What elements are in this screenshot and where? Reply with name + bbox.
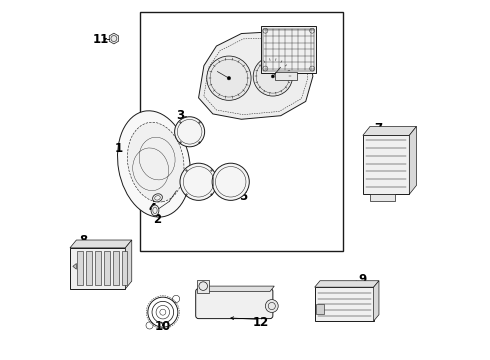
Bar xyxy=(197,280,209,293)
Bar xyxy=(261,26,317,73)
Bar xyxy=(77,251,83,285)
Bar xyxy=(70,248,125,289)
Bar xyxy=(317,304,324,314)
Polygon shape xyxy=(109,33,119,44)
Text: 1: 1 xyxy=(115,142,123,155)
Text: 3: 3 xyxy=(185,186,193,199)
Bar xyxy=(363,135,409,194)
Text: 4: 4 xyxy=(148,202,156,215)
Bar xyxy=(95,251,100,285)
Ellipse shape xyxy=(127,122,184,202)
Polygon shape xyxy=(198,286,274,292)
FancyBboxPatch shape xyxy=(196,289,273,319)
Polygon shape xyxy=(70,240,132,248)
Circle shape xyxy=(253,57,293,96)
Ellipse shape xyxy=(118,111,190,217)
Circle shape xyxy=(207,56,251,100)
Polygon shape xyxy=(409,126,416,194)
Polygon shape xyxy=(198,32,313,119)
Bar xyxy=(370,194,395,201)
Circle shape xyxy=(227,76,231,80)
Text: 10: 10 xyxy=(155,320,171,333)
Bar xyxy=(86,251,92,285)
Circle shape xyxy=(174,117,205,147)
Polygon shape xyxy=(73,264,76,269)
Bar xyxy=(122,251,127,285)
Polygon shape xyxy=(373,281,379,321)
Text: 7: 7 xyxy=(374,122,382,135)
Text: 3: 3 xyxy=(176,109,185,122)
Polygon shape xyxy=(363,126,416,135)
Circle shape xyxy=(180,163,217,201)
Text: 11: 11 xyxy=(93,33,109,46)
Bar xyxy=(104,251,110,285)
Text: 12: 12 xyxy=(253,316,269,329)
Bar xyxy=(113,251,119,285)
Bar xyxy=(140,12,343,251)
Text: 2: 2 xyxy=(153,213,162,226)
Text: 6: 6 xyxy=(273,75,281,88)
Bar xyxy=(263,28,314,71)
Text: 8: 8 xyxy=(79,234,88,247)
Ellipse shape xyxy=(152,194,162,202)
Circle shape xyxy=(212,163,249,201)
Bar xyxy=(315,287,373,321)
Bar xyxy=(275,72,297,80)
Text: 9: 9 xyxy=(358,273,367,286)
Ellipse shape xyxy=(151,205,159,216)
Polygon shape xyxy=(315,281,379,287)
Text: 5: 5 xyxy=(239,190,247,203)
Circle shape xyxy=(271,75,274,78)
Circle shape xyxy=(266,300,278,312)
Polygon shape xyxy=(125,240,132,289)
